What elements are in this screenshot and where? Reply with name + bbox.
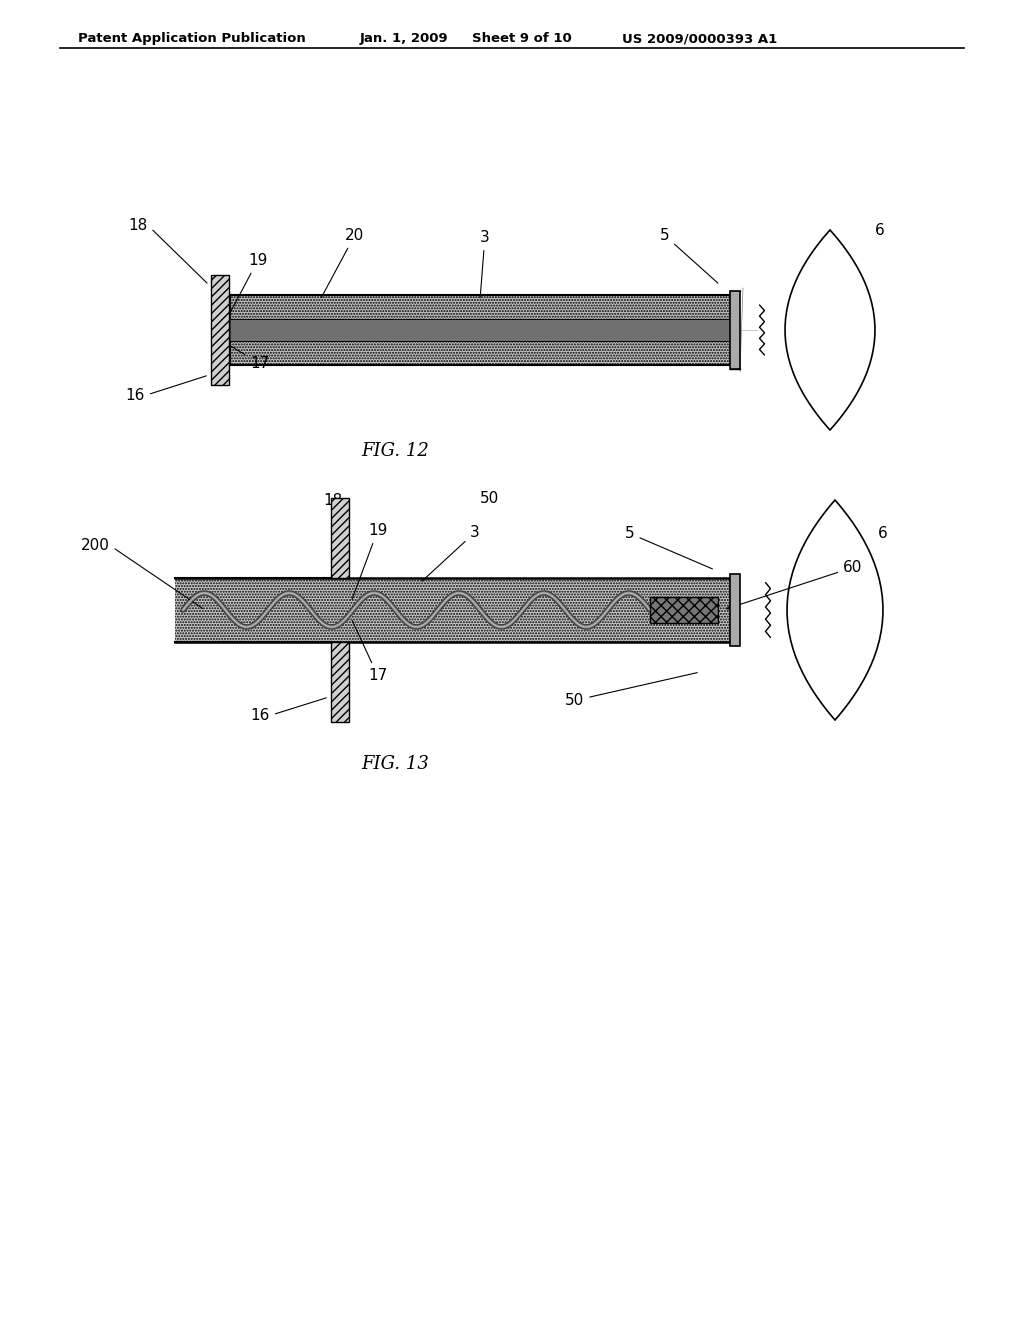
- Bar: [331, 642, 349, 722]
- Text: 19: 19: [230, 253, 267, 313]
- Text: 16: 16: [251, 698, 327, 723]
- Text: Patent Application Publication: Patent Application Publication: [78, 32, 306, 45]
- Text: 18: 18: [129, 218, 207, 282]
- Text: 20: 20: [322, 228, 365, 297]
- Text: FIG. 12: FIG. 12: [361, 442, 429, 459]
- Bar: [730, 290, 740, 370]
- Text: 5: 5: [660, 228, 718, 284]
- Bar: [230, 294, 730, 319]
- Bar: [331, 498, 349, 578]
- Bar: [230, 341, 730, 366]
- Bar: [650, 597, 718, 623]
- Polygon shape: [787, 500, 883, 719]
- Bar: [230, 341, 730, 366]
- Text: 6: 6: [878, 525, 888, 541]
- Bar: [175, 578, 730, 642]
- Bar: [730, 574, 740, 645]
- Text: 16: 16: [126, 376, 207, 403]
- Text: 5: 5: [625, 525, 713, 569]
- Text: US 2009/0000393 A1: US 2009/0000393 A1: [622, 32, 777, 45]
- Text: 6: 6: [874, 223, 885, 238]
- Text: 17: 17: [231, 346, 269, 371]
- Text: 200: 200: [81, 539, 203, 609]
- Text: 19: 19: [352, 523, 387, 599]
- Text: Sheet 9 of 10: Sheet 9 of 10: [472, 32, 571, 45]
- Text: 50: 50: [480, 491, 500, 506]
- Text: 50: 50: [565, 673, 697, 708]
- Bar: [175, 578, 730, 642]
- Text: 17: 17: [352, 620, 387, 682]
- Text: Jan. 1, 2009: Jan. 1, 2009: [360, 32, 449, 45]
- Text: 3: 3: [422, 525, 480, 581]
- Text: 3: 3: [480, 230, 489, 297]
- Bar: [211, 275, 229, 385]
- Text: FIG. 13: FIG. 13: [361, 755, 429, 774]
- Text: 18: 18: [324, 492, 343, 520]
- Bar: [230, 319, 730, 341]
- Polygon shape: [785, 230, 874, 430]
- Bar: [230, 294, 730, 319]
- Text: 60: 60: [727, 560, 862, 610]
